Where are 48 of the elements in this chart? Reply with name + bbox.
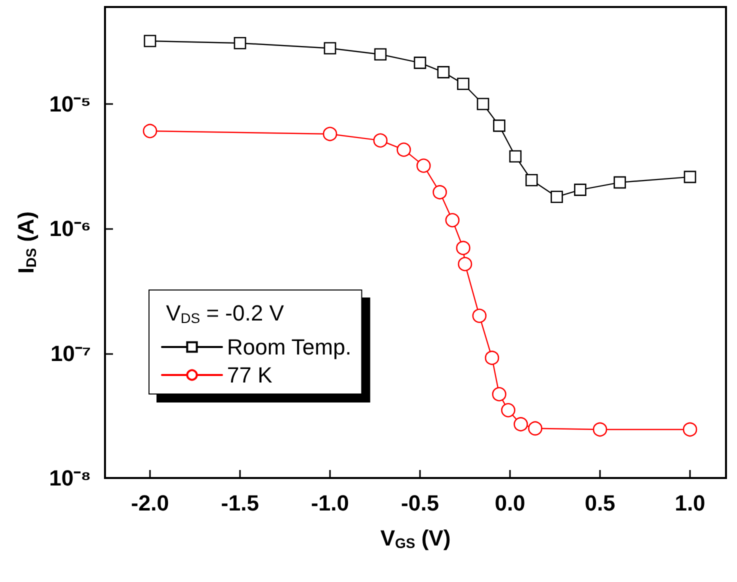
point [458, 256, 472, 272]
point [525, 174, 538, 186]
point [574, 184, 586, 196]
x-tick-label: -1.5 [221, 490, 259, 516]
x-tick-label: -1.0 [311, 490, 349, 516]
point [432, 185, 447, 200]
x-tick-label: -0.5 [401, 490, 439, 516]
point [144, 34, 156, 48]
legend-label: Room Temp. [227, 334, 352, 360]
point [324, 42, 336, 54]
x-tick-label: 0.5 [584, 490, 616, 516]
legend-label: 77 K [227, 362, 273, 388]
point [396, 142, 411, 157]
point [509, 150, 522, 163]
point [142, 124, 158, 138]
point [528, 421, 542, 436]
x-tick-label: 0.0 [494, 490, 526, 516]
point [493, 120, 506, 132]
point [682, 422, 698, 437]
point [322, 126, 338, 142]
y-tick-label: 10⁻⁵ [49, 92, 91, 117]
legend-title: VDS = -0.2 V [166, 300, 284, 326]
point [414, 56, 426, 69]
point [501, 403, 516, 418]
point [416, 158, 431, 173]
point [592, 422, 608, 437]
y-axis-title: IDS (A) [14, 211, 40, 274]
point [234, 36, 246, 50]
point [472, 308, 487, 323]
point [456, 240, 470, 256]
point [437, 66, 450, 78]
x-axis-title: VGS (V) [380, 526, 451, 551]
point [445, 213, 460, 228]
point [492, 387, 506, 402]
point [614, 176, 626, 189]
point [373, 133, 388, 148]
y-tick-label: 10⁻⁶ [49, 216, 91, 242]
point [374, 48, 387, 61]
x-tick-label: -2.0 [131, 490, 169, 516]
point [550, 190, 563, 203]
x-tick-label: 1.0 [674, 490, 706, 516]
point [476, 98, 490, 110]
point [514, 417, 528, 432]
y-tick-label: 10⁻⁷ [50, 340, 91, 366]
y-tick-label: 10⁻⁸ [49, 466, 91, 490]
point [484, 350, 500, 365]
point [684, 170, 696, 184]
point [457, 78, 470, 90]
